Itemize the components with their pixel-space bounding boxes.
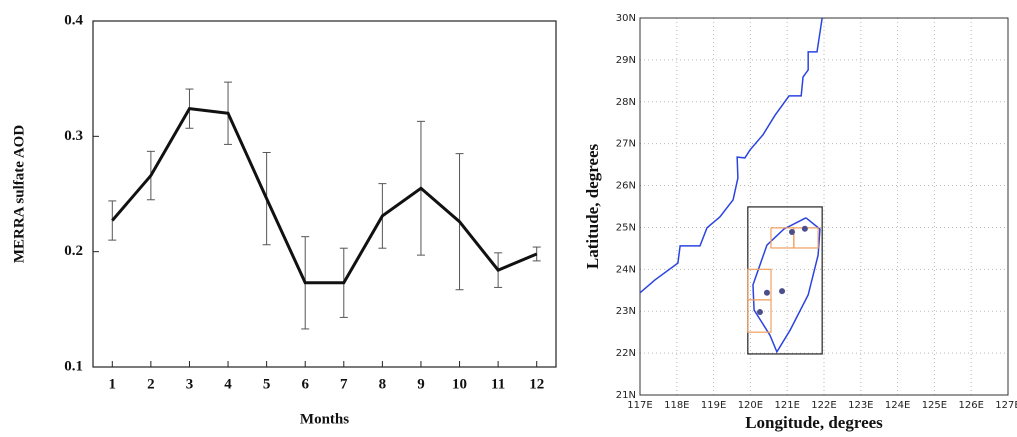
y-tick-label: 0.4 <box>64 12 83 28</box>
x-tick-label: 1 <box>109 376 117 392</box>
y-axis-label: MERRA sulfate AOD <box>11 125 27 264</box>
x-tick-label: 11 <box>491 376 505 392</box>
x-tick-label: 123E <box>848 400 873 411</box>
x-tick-label: 119E <box>701 400 726 411</box>
x-tick-label: 127E <box>995 400 1017 411</box>
y-tick-label: 29N <box>616 55 636 66</box>
station <box>788 229 795 236</box>
x-tick-label: 117E <box>627 400 652 411</box>
x-tick-label: 121E <box>774 400 799 411</box>
region-box <box>747 299 772 333</box>
x-axis-label: Longitude, degrees <box>745 413 883 432</box>
y-tick-label: 26N <box>616 181 636 192</box>
x-tick-label: 126E <box>958 400 983 411</box>
y-tick-label: 23N <box>616 306 636 317</box>
x-tick-label: 5 <box>263 376 271 392</box>
x-tick-label: 7 <box>340 376 348 392</box>
y-tick-label: 24N <box>616 264 636 275</box>
y-tick-label: 22N <box>616 348 636 359</box>
x-tick-label: 9 <box>417 376 425 392</box>
x-tick-label: 2 <box>147 376 155 392</box>
x-tick-label: 120E <box>738 400 763 411</box>
data-line <box>111 107 538 285</box>
x-tick-label: 124E <box>885 400 910 411</box>
station <box>763 289 770 296</box>
y-tick-label: 27N <box>616 139 636 150</box>
plot-frame <box>92 20 557 368</box>
y-tick-label: 21N <box>616 390 636 401</box>
y-tick-label: 30N <box>616 13 636 24</box>
x-tick-label: 10 <box>452 376 467 392</box>
x-tick-label: 12 <box>529 376 544 392</box>
x-axis-label: Months <box>300 411 349 427</box>
x-tick-label: 125E <box>922 400 947 411</box>
x-tick-label: 8 <box>379 376 387 392</box>
y-tick-label: 0.2 <box>64 243 83 259</box>
station <box>801 225 808 232</box>
plot-frame <box>639 17 1009 396</box>
x-tick-label: 4 <box>224 376 232 392</box>
x-tick-label: 118E <box>664 400 689 411</box>
y-tick-label: 25N <box>616 222 636 233</box>
coastline <box>639 17 823 294</box>
x-tick-label: 3 <box>186 376 194 392</box>
coastline <box>752 217 821 354</box>
y-tick-label: 28N <box>616 97 636 108</box>
station <box>756 309 763 316</box>
x-tick-label: 122E <box>811 400 836 411</box>
y-axis-label: Latitude, degrees <box>583 143 602 269</box>
y-tick-label: 0.1 <box>64 358 83 374</box>
y-tick-label: 0.3 <box>64 128 83 144</box>
station <box>779 288 786 295</box>
x-tick-label: 6 <box>301 376 309 392</box>
